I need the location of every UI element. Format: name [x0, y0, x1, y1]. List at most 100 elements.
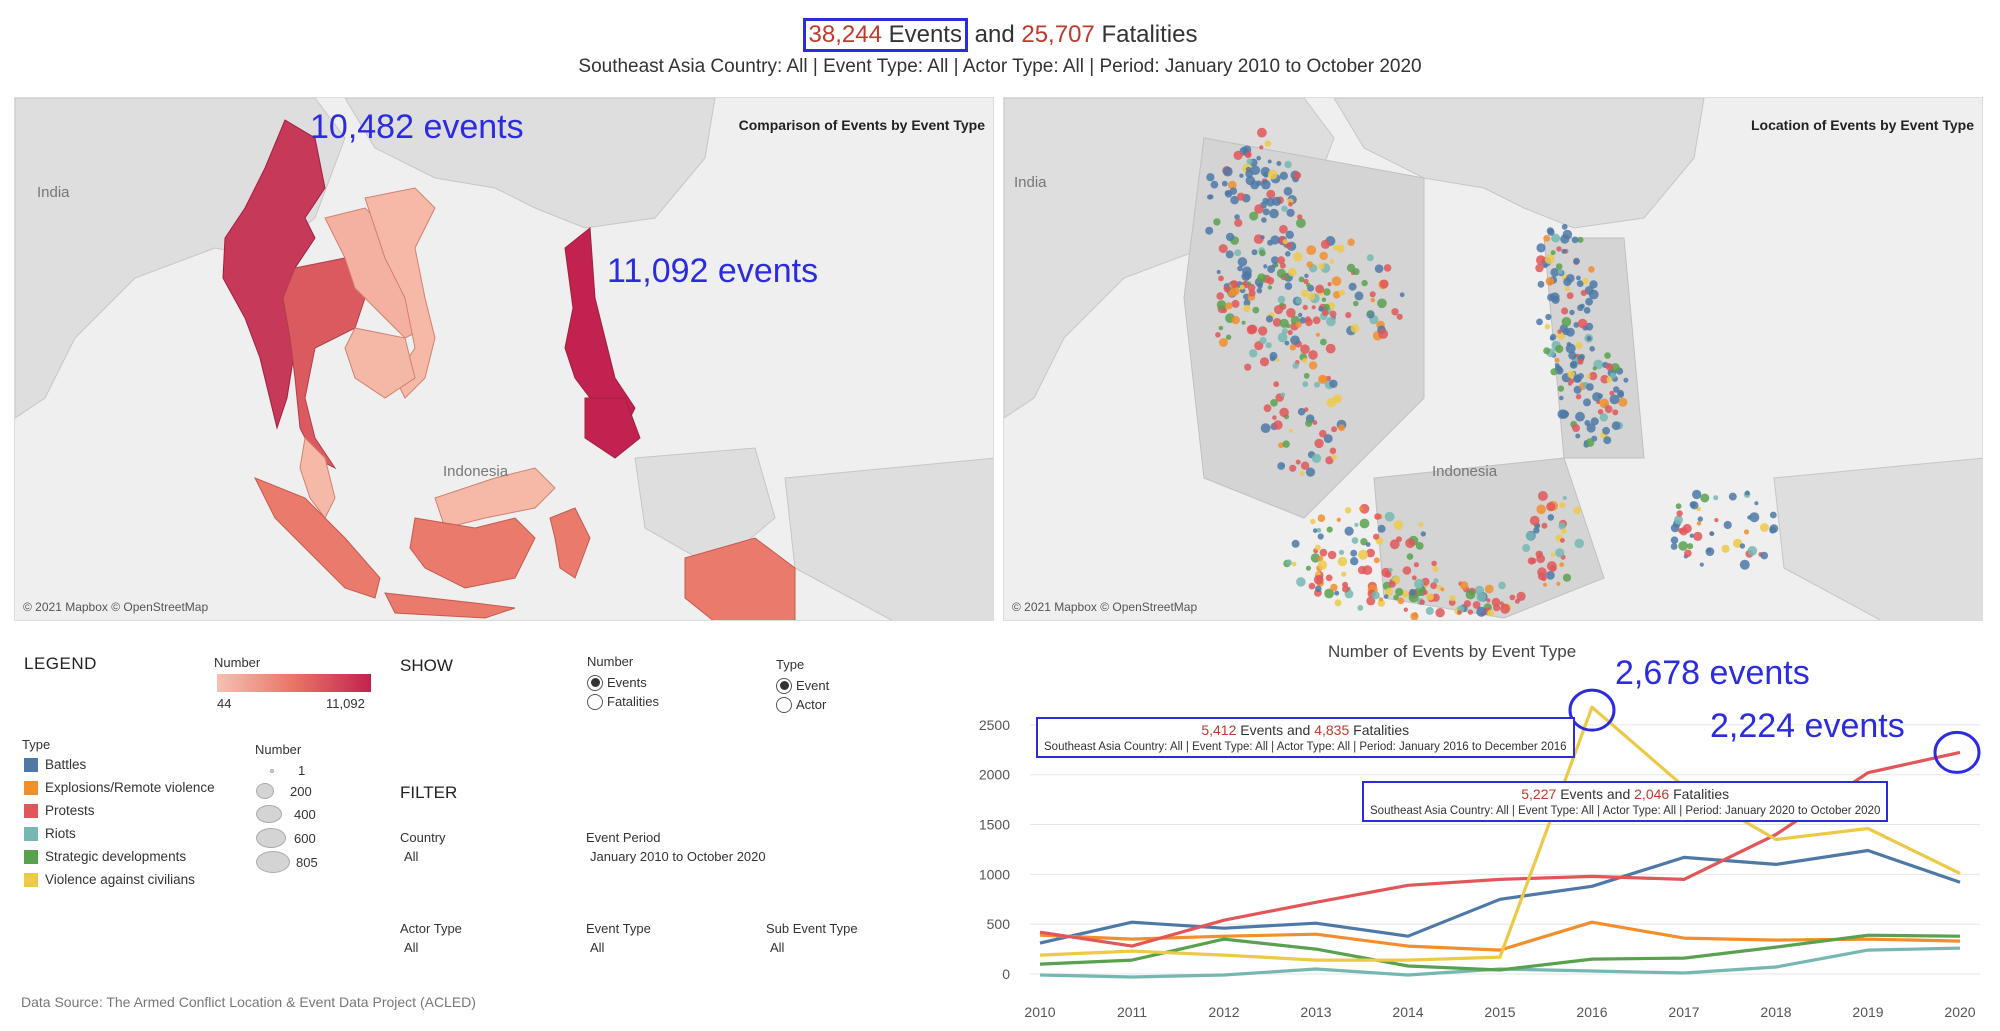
event-dot[interactable]	[1277, 295, 1286, 304]
event-dot[interactable]	[1588, 289, 1599, 300]
event-dot[interactable]	[1259, 145, 1264, 150]
event-dot[interactable]	[1555, 344, 1564, 354]
event-dot[interactable]	[1554, 357, 1560, 363]
event-dot[interactable]	[1577, 236, 1584, 243]
event-dot[interactable]	[1319, 251, 1328, 261]
event-dot[interactable]	[1314, 381, 1320, 388]
event-dot[interactable]	[1383, 594, 1389, 599]
event-dot[interactable]	[1551, 233, 1561, 243]
event-dot[interactable]	[1588, 371, 1598, 381]
event-dot[interactable]	[1675, 503, 1682, 510]
event-dot[interactable]	[1721, 544, 1730, 553]
event-dot[interactable]	[1467, 609, 1474, 615]
mindanao-region[interactable]	[584, 397, 641, 459]
event-dot[interactable]	[1557, 329, 1562, 334]
event-dot[interactable]	[1585, 297, 1593, 306]
event-dot[interactable]	[1573, 385, 1582, 394]
event-dot[interactable]	[1609, 390, 1615, 396]
event-dot[interactable]	[1279, 171, 1288, 180]
event-dot[interactable]	[1542, 582, 1548, 587]
event-dot[interactable]	[1291, 561, 1297, 567]
event-dot[interactable]	[1525, 531, 1535, 541]
event-dot[interactable]	[1350, 549, 1358, 557]
event-dot[interactable]	[1304, 273, 1309, 278]
event-dot[interactable]	[1413, 562, 1419, 568]
event-dot[interactable]	[1546, 502, 1556, 512]
event-dot[interactable]	[1573, 374, 1582, 383]
event-dot[interactable]	[1337, 556, 1348, 567]
event-dot[interactable]	[1300, 461, 1310, 470]
event-dot[interactable]	[1275, 357, 1280, 363]
event-dot[interactable]	[1279, 262, 1286, 269]
event-dot[interactable]	[1367, 310, 1372, 315]
event-dot[interactable]	[1341, 571, 1347, 577]
event-dot[interactable]	[1218, 244, 1228, 254]
event-dot[interactable]	[1435, 608, 1445, 618]
event-dot[interactable]	[1399, 292, 1405, 298]
event-dot[interactable]	[1586, 423, 1596, 433]
event-dot[interactable]	[1472, 601, 1481, 609]
event-dot[interactable]	[1325, 456, 1334, 465]
event-dot[interactable]	[1325, 343, 1336, 354]
event-dot[interactable]	[1285, 275, 1290, 280]
radio-actor[interactable]: Actor	[776, 695, 829, 714]
event-dot[interactable]	[1231, 315, 1240, 325]
event-dot[interactable]	[1351, 537, 1359, 544]
event-dot[interactable]	[1323, 288, 1331, 296]
event-dot[interactable]	[1325, 375, 1332, 381]
event-dot[interactable]	[1575, 411, 1585, 422]
event-dot[interactable]	[1264, 140, 1272, 147]
event-dot[interactable]	[1567, 370, 1576, 379]
event-dot[interactable]	[1295, 459, 1301, 465]
event-dot[interactable]	[1329, 379, 1338, 388]
event-dot[interactable]	[1535, 550, 1543, 558]
event-dot[interactable]	[1320, 375, 1327, 383]
event-dot[interactable]	[1271, 256, 1279, 264]
event-dot[interactable]	[1739, 559, 1750, 570]
event-dot[interactable]	[1459, 581, 1469, 590]
event-dot[interactable]	[1589, 346, 1595, 352]
event-dot[interactable]	[1288, 267, 1297, 277]
event-dot[interactable]	[1389, 539, 1400, 550]
event-dot[interactable]	[1246, 158, 1253, 165]
event-dot[interactable]	[1234, 214, 1240, 220]
event-dot[interactable]	[1260, 423, 1271, 433]
event-dot[interactable]	[1257, 283, 1263, 289]
event-dot[interactable]	[1305, 419, 1313, 427]
event-dot[interactable]	[1425, 606, 1434, 615]
event-dot[interactable]	[1252, 306, 1260, 314]
event-dot[interactable]	[1206, 173, 1215, 182]
event-dot[interactable]	[1769, 511, 1777, 519]
event-dot[interactable]	[1522, 544, 1531, 552]
event-dot[interactable]	[1266, 189, 1276, 199]
event-dot[interactable]	[1555, 263, 1563, 270]
event-dot[interactable]	[1323, 303, 1330, 311]
event-dot[interactable]	[1251, 249, 1258, 256]
event-dot[interactable]	[1760, 523, 1769, 532]
event-dot[interactable]	[1259, 336, 1267, 345]
event-dot[interactable]	[1300, 344, 1310, 354]
event-dot[interactable]	[1308, 582, 1316, 590]
event-dot[interactable]	[1233, 150, 1243, 160]
event-dot[interactable]	[1243, 299, 1251, 307]
event-dot[interactable]	[1277, 332, 1288, 343]
event-dot[interactable]	[1577, 318, 1588, 329]
event-dot[interactable]	[1544, 324, 1551, 330]
event-dot[interactable]	[1215, 332, 1221, 338]
event-dot[interactable]	[1285, 559, 1292, 566]
event-dot[interactable]	[1576, 275, 1581, 281]
event-dot[interactable]	[1700, 493, 1710, 503]
event-dot[interactable]	[1325, 574, 1333, 582]
event-dot[interactable]	[1527, 557, 1536, 565]
event-dot[interactable]	[1749, 512, 1760, 523]
event-dot[interactable]	[1423, 590, 1428, 595]
event-dot[interactable]	[1222, 166, 1233, 177]
event-dot[interactable]	[1561, 248, 1567, 254]
event-dot[interactable]	[1348, 282, 1357, 291]
event-dot[interactable]	[1269, 208, 1279, 219]
event-dot[interactable]	[1310, 518, 1316, 525]
event-dot[interactable]	[1225, 334, 1232, 340]
event-dot[interactable]	[1537, 572, 1547, 581]
event-dot[interactable]	[1230, 280, 1239, 289]
event-dot[interactable]	[1342, 581, 1349, 588]
